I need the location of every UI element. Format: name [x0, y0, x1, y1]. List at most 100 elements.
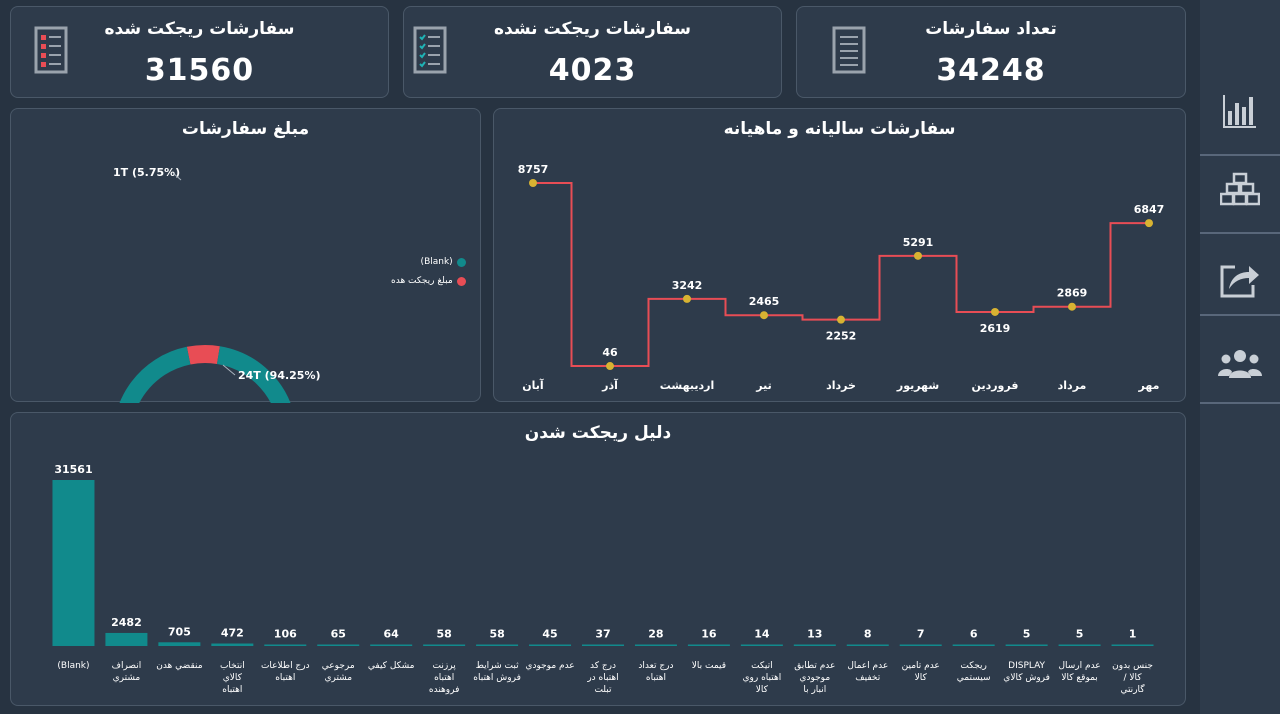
line-chart: 8757 آبان 46 آذر 3242 اردیبهشت 2465 تیر 2252 خردا…: [518, 163, 1165, 392]
bar[interactable]: [317, 644, 360, 647]
data-point[interactable]: [991, 307, 999, 316]
x-tick-label: تبلت: [594, 685, 612, 695]
sidebar-separator: [1200, 232, 1280, 234]
bar[interactable]: [52, 480, 95, 646]
data-label: 5: [1023, 628, 1031, 641]
x-tick-label: انصراف: [112, 661, 142, 671]
x-tick-label: DISPLAY: [1008, 661, 1045, 671]
kpi-title: سفارشات ریجکت شده: [104, 19, 295, 39]
line-title: سفارشات سالیانه و ماهیانه: [723, 119, 956, 139]
bar[interactable]: [846, 644, 889, 647]
x-tick-label: كالا: [756, 685, 769, 695]
bar[interactable]: [634, 644, 677, 647]
share-export-icon: [1220, 265, 1259, 298]
data-point[interactable]: [1068, 302, 1076, 311]
x-tick-label: مشتري: [113, 673, 141, 683]
data-label: 3242: [672, 279, 703, 292]
x-tick-label: فروهنده: [429, 685, 460, 695]
sidebar-separator: [1200, 402, 1280, 404]
x-tick-label: درج اطلاعات: [261, 661, 310, 671]
x-tick-label: انتخاب: [220, 661, 245, 671]
bar[interactable]: [740, 644, 783, 647]
document-list-icon: [832, 26, 866, 74]
kpi-title: تعداد سفارشات: [925, 19, 1057, 39]
x-tick-label: اهتباه: [222, 685, 242, 695]
bar[interactable]: [476, 644, 519, 647]
sidebar-separator: [1200, 314, 1280, 316]
data-point[interactable]: [760, 311, 768, 320]
data-point[interactable]: [529, 179, 537, 187]
donut-leader-line: [222, 364, 236, 376]
data-point[interactable]: [606, 362, 614, 371]
bar[interactable]: [211, 643, 254, 646]
data-label: 2482: [111, 616, 142, 629]
kpi-card-rejected: سفارشات ریجکت شده 31560: [10, 6, 389, 98]
bar[interactable]: [687, 644, 730, 647]
donut-data-label: 24T (94.25%): [238, 369, 321, 382]
x-tick-label: (Blank): [57, 661, 89, 671]
users-group-icon: [1218, 350, 1262, 378]
bar[interactable]: [264, 644, 307, 647]
donut-leader-line: [172, 172, 182, 181]
bar-title: دلیل ریجکت شدن: [524, 423, 672, 443]
x-tick-label: عدم تامين: [902, 661, 940, 671]
x-tick-label: موجودي: [799, 673, 830, 683]
data-label: 14: [754, 628, 770, 641]
sidebar-item-export[interactable]: [1200, 240, 1280, 318]
x-tick-label: مهر: [1138, 379, 1160, 392]
bar[interactable]: [1111, 644, 1154, 647]
x-tick-label: تیر: [755, 379, 771, 392]
data-label: 45: [542, 628, 557, 641]
x-tick-label: كالا: [915, 673, 928, 683]
x-tick-label: عدم تطابق: [794, 661, 835, 671]
x-tick-label: اهتباه: [646, 673, 666, 683]
x-tick-label: كالا /: [1123, 673, 1142, 683]
sidebar-item-inventory[interactable]: [1200, 150, 1280, 228]
bar[interactable]: [370, 644, 413, 647]
x-tick-label: سيستمي: [957, 673, 991, 683]
donut-slice[interactable]: [107, 339, 303, 403]
x-tick-label: ثبت شرايط: [476, 661, 519, 671]
bar[interactable]: [423, 644, 466, 647]
sidebar-item-charts[interactable]: [1200, 72, 1280, 150]
x-tick-label: منقضي هدن: [156, 661, 203, 671]
bar[interactable]: [1005, 644, 1048, 647]
donut-title: مبلغ سفارشات: [181, 119, 310, 139]
kpi-title: سفارشات ریجکت نشده: [494, 19, 691, 39]
bar[interactable]: [158, 642, 201, 646]
bar[interactable]: [1058, 644, 1101, 647]
bar[interactable]: [529, 644, 572, 647]
kpi-card-total: تعداد سفارشات 34248: [796, 6, 1186, 98]
data-label: 58: [489, 628, 504, 641]
kpi-value: 31560: [144, 53, 255, 88]
donut-panel: مبلغ سفارشات 1T (5.75%) 24T (94.25%) (Bla…: [10, 108, 481, 403]
data-label: 2619: [980, 322, 1011, 335]
bar-chart-icon: [1223, 95, 1256, 128]
data-point[interactable]: [683, 294, 691, 303]
x-tick-label: بموقع كالا: [1061, 673, 1097, 683]
data-label: 8: [864, 628, 872, 641]
x-tick-label: شهریور: [896, 379, 939, 392]
bar[interactable]: [793, 644, 836, 647]
bar-chart: 31561 (Blank) 2482 انصراف مشتري 705 منقضي هدن 4…: [52, 463, 1154, 695]
data-label: 5: [1076, 628, 1084, 641]
sidebar-item-users[interactable]: [1200, 325, 1280, 403]
data-point[interactable]: [914, 251, 922, 260]
data-label: 65: [331, 628, 346, 641]
x-tick-label: مرداد: [1058, 379, 1087, 392]
bar[interactable]: [105, 632, 148, 646]
bar[interactable]: [582, 644, 624, 647]
bar[interactable]: [899, 644, 942, 647]
checklist-teal-icon: [413, 26, 447, 74]
legend-item-rejected-amount[interactable]: مبلغ ریجکت هده: [391, 276, 466, 286]
bar[interactable]: [952, 644, 995, 647]
data-label: 64: [384, 628, 400, 641]
data-label: 7: [917, 628, 925, 641]
data-label: 6847: [1134, 203, 1165, 216]
checklist-red-icon: [34, 26, 68, 74]
legend-item-blank[interactable]: (Blank): [391, 257, 466, 267]
x-tick-label: ريجكت: [960, 661, 986, 671]
x-tick-label: مرجوعي: [322, 661, 355, 671]
data-point[interactable]: [1145, 219, 1153, 228]
data-point[interactable]: [837, 315, 845, 324]
